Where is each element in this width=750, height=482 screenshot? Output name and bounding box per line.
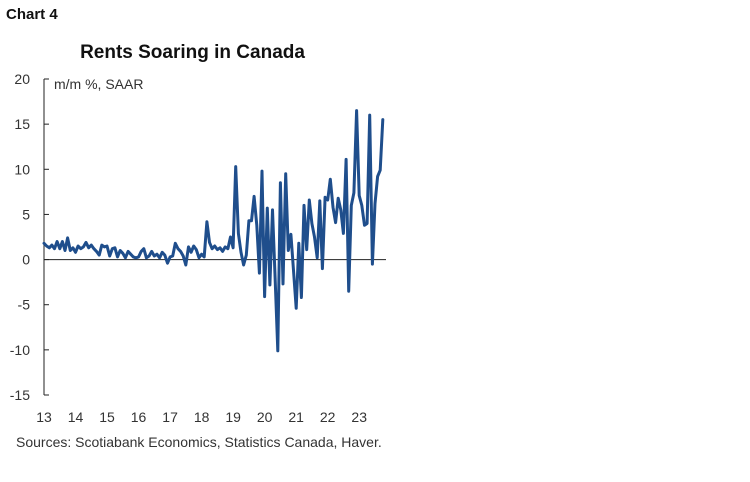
chart-title: Rents Soaring in Canada: [80, 42, 305, 63]
chart-axes: 20 15 10 5 0 -5 -10 -15 13 14 15 16 17 18 19 20 21 22 23: [10, 71, 386, 425]
y-axis-unit-label: m/m %, SAAR: [54, 76, 144, 92]
x-tick-label: 23: [351, 409, 367, 425]
chart-label: Chart 4: [6, 6, 58, 23]
chart-series-layer: [42, 109, 385, 353]
series-line: [42, 109, 385, 353]
x-tick-label: 20: [257, 409, 273, 425]
y-tick-label: 5: [22, 206, 30, 222]
y-tick-label: -5: [18, 297, 31, 313]
x-tick-label: 17: [162, 409, 178, 425]
source-note: Sources: Scotiabank Economics, Statistic…: [16, 434, 382, 450]
x-tick-label: 16: [131, 409, 147, 425]
y-tick-label: 20: [14, 71, 30, 87]
y-tick-label: -15: [10, 387, 30, 403]
x-tick-label: 18: [194, 409, 210, 425]
x-tick-label: 21: [288, 409, 304, 425]
x-tick-label: 13: [36, 409, 52, 425]
x-tick-label: 22: [320, 409, 336, 425]
x-tick-label: 19: [225, 409, 241, 425]
y-tick-label: 0: [22, 252, 30, 268]
x-tick-label: 15: [99, 409, 115, 425]
y-tick-label: 10: [14, 161, 30, 177]
y-tick-label: -10: [10, 342, 30, 358]
y-tick-label: 15: [14, 116, 30, 132]
x-tick-label: 14: [68, 409, 84, 425]
